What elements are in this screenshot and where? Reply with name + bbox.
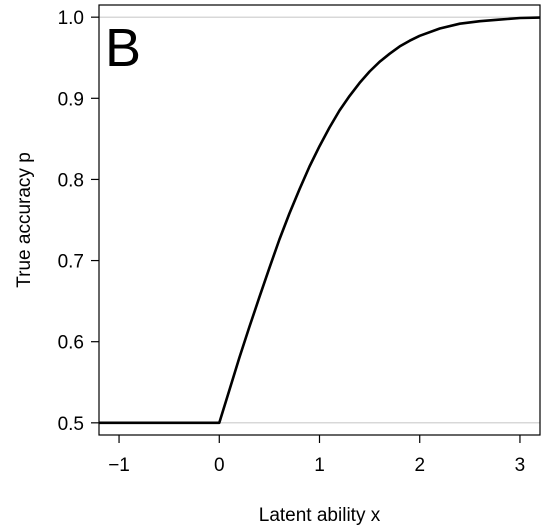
y-axis-label: True accuracy p [14,152,35,288]
x-tick-label: 1 [314,455,325,476]
x-axis-ticks: −1 0 1 2 3 [108,435,525,476]
y-tick-label: 0.5 [58,414,84,435]
y-tick-label: 0.6 [58,333,84,354]
x-axis-label: Latent ability x [259,505,381,526]
panel-label: B [105,18,141,78]
series-layer [99,16,541,425]
y-tick-label: 1.0 [58,8,84,29]
y-tick-label: 0.8 [58,170,84,191]
y-axis-ticks: 0.5 0.6 0.7 0.8 0.9 1.0 [58,8,99,435]
x-tick-label: −1 [108,455,130,476]
y-tick-label: 0.9 [58,89,84,110]
y-tick-label: 0.7 [58,252,84,273]
x-tick-label: 3 [515,455,526,476]
series-line [99,16,541,425]
x-tick-label: 0 [214,455,225,476]
plot-frame [98,4,541,436]
reference-lines [99,16,540,424]
x-tick-label: 2 [414,455,425,476]
